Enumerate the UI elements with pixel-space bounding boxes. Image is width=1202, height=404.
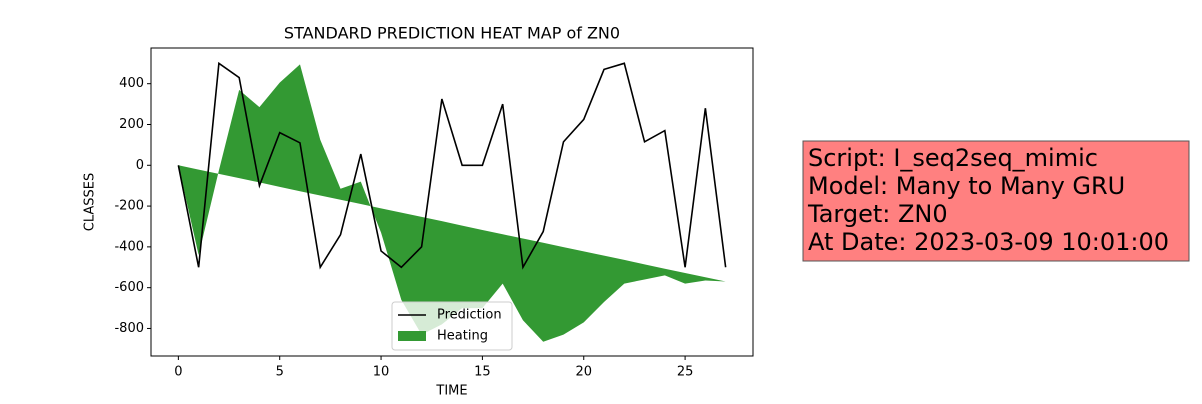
x-tick-label: 20: [575, 365, 592, 380]
x-tick-label: 10: [373, 365, 390, 380]
y-tick-label: -600: [114, 280, 144, 295]
x-tick-label: 15: [474, 365, 491, 380]
y-tick-label: -400: [114, 239, 144, 254]
annotation-line: At Date: 2023-03-09 10:01:00: [808, 228, 1169, 256]
plot-frame: [150, 47, 754, 357]
y-tick-label: 200: [119, 117, 144, 132]
y-tick-label: -200: [114, 199, 144, 214]
annotation-box: [802, 140, 1190, 262]
y-tick-label: 0: [136, 158, 144, 173]
y-tick-label: 400: [119, 76, 144, 91]
annotation-line: Model: Many to Many GRU: [808, 172, 1125, 200]
x-tick-label: 0: [174, 365, 182, 380]
legend: Prediction Heating: [391, 301, 513, 351]
legend-swatch: [398, 331, 426, 341]
y-axis-label: CLASSES: [83, 173, 98, 231]
x-tick-label: 25: [677, 365, 694, 380]
legend-label: Heating: [437, 329, 488, 344]
annotation-line: Target: ZN0: [807, 200, 948, 228]
y-tick-label: -800: [114, 321, 144, 336]
x-tick-label: 5: [276, 365, 284, 380]
x-axis-label: TIME: [435, 384, 467, 399]
annotation-line: Script: I_seq2seq_mimic: [808, 144, 1098, 172]
chart-title: STANDARD PREDICTION HEAT MAP of ZN0: [284, 24, 620, 43]
legend-label: Prediction: [437, 308, 502, 323]
heating-area: [178, 64, 726, 342]
prediction-line: [177, 61, 727, 270]
